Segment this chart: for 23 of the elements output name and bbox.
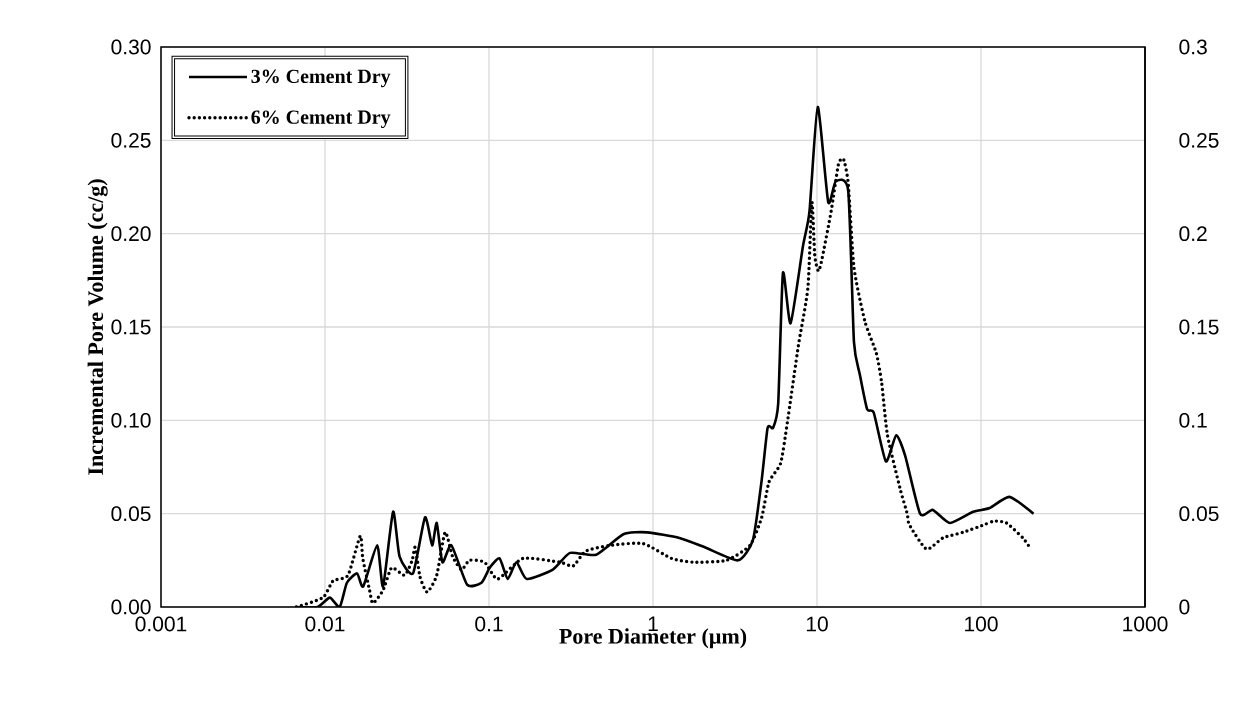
y2-tick-label: 0 [1179,599,1190,615]
x-tick-label: 100 [965,616,998,632]
y2-tick-label: 0.25 [1179,132,1219,148]
y-tick-label: 0.05 [111,506,151,522]
y2-tick-label: 0.05 [1179,506,1219,522]
y-axis-title: Incremental Pore Volume (cc/g) [87,179,108,475]
x-tick-label: 0.1 [475,616,503,632]
y-tick-label: 0.10 [111,412,151,428]
x-tick-label: 1000 [1123,616,1168,632]
y-tick-label: 0.15 [111,319,151,335]
y2-tick-label: 0.2 [1179,226,1207,242]
y-tick-label: 0.00 [111,599,151,615]
y-tick-label: 0.30 [111,39,151,55]
y2-tick-label: 0.3 [1179,39,1207,55]
legend-label: 3% Cement Dry [251,69,391,88]
y2-tick-label: 0.15 [1179,319,1219,335]
x-tick-label: 0.001 [135,616,187,632]
x-tick-label: 10 [806,616,828,632]
y-tick-label: 0.20 [111,226,151,242]
x-tick-label: 0.01 [305,616,345,632]
legend-label: 6% Cement Dry [251,110,391,128]
y2-tick-label: 0.1 [1179,412,1207,428]
y-tick-label: 0.25 [111,132,151,148]
